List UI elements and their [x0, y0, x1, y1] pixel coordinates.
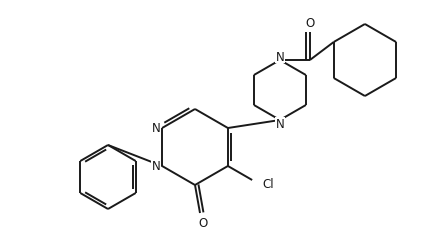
Text: O: O: [305, 16, 315, 29]
Text: N: N: [152, 160, 160, 173]
Text: N: N: [276, 118, 284, 131]
Text: Cl: Cl: [262, 177, 274, 190]
Text: N: N: [152, 122, 160, 135]
Text: O: O: [198, 217, 208, 230]
Text: N: N: [276, 50, 284, 63]
